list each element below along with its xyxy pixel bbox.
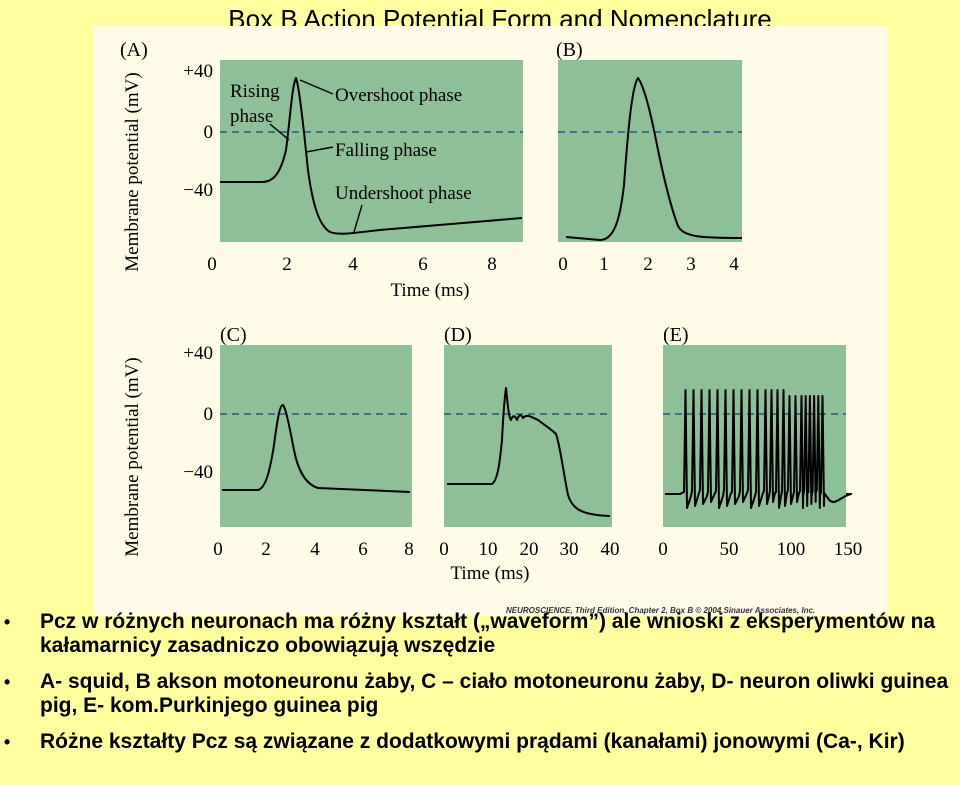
x-tick-label: 1 [599,254,609,275]
trace-panel-b [565,77,743,241]
annotation-rising-phase: phase [230,106,273,127]
figure-credit: NEUROSCIENCE, Third Edition, Chapter 2, … [506,606,816,615]
y-tick-label: 0 [204,122,214,143]
bullet-dot-icon: • [4,672,11,692]
x-tick-label: 2 [261,539,271,560]
x-tick-label: 6 [418,254,428,275]
panel-a-background [220,60,523,242]
x-tick-label: 40 [601,539,620,560]
trace-panel-e [665,389,853,509]
annotation-pointer-falling [305,146,334,153]
y-tick-label: −40 [183,180,213,201]
x-tick-label: 20 [520,539,539,560]
x-tick-label: 50 [720,539,739,560]
panel-b-background [558,60,742,242]
y-axis-label: Membrane potential (mV) [122,72,143,271]
annotation-falling-phase: Falling phase [335,140,437,161]
y-axis-label: Membrane potential (mV) [122,357,143,556]
panel-label: (B) [556,39,583,61]
x-tick-label: 4 [348,254,358,275]
y-tick-label: −40 [183,462,213,483]
x-tick-label: 6 [358,539,368,560]
x-tick-label: 2 [643,254,653,275]
panel-c-background [220,345,412,527]
x-tick-label: 0 [658,539,668,560]
x-tick-label: 100 [777,539,806,560]
panel-d-background [444,345,612,527]
panel-label: (C) [220,324,247,346]
annotation-rising-phase: Rising [230,81,280,102]
x-tick-label: 8 [404,539,414,560]
annotation-overshoot-phase: Overshoot phase [335,85,462,106]
y-tick-label: +40 [183,343,213,364]
x-tick-label: 2 [282,254,292,275]
bullet-text: A- squid, B akson motoneuronu żaby, C – … [40,670,949,717]
bullet-text: Różne kształty Pcz są związane z dodatko… [40,730,905,753]
bullet-dot-icon: • [4,612,11,632]
y-tick-label: 0 [204,404,214,425]
annotation-undershoot-phase: Undershoot phase [335,183,472,204]
x-tick-label: 10 [479,539,498,560]
x-tick-label: 150 [834,539,863,560]
x-tick-label: 4 [729,254,739,275]
panel-label: (A) [120,39,148,61]
x-tick-label: 0 [439,539,449,560]
annotation-pointer-rising [269,123,290,141]
x-tick-label: 0 [207,254,217,275]
x-axis-label: Time (ms) [390,280,469,301]
x-tick-label: 4 [310,539,320,560]
x-tick-label: 30 [560,539,579,560]
annotation-pointer-overshoot [299,79,334,95]
x-tick-label: 8 [487,254,497,275]
panel-label: (E) [663,324,689,346]
trace-panel-d [447,387,611,517]
bullet-dot-icon: • [4,732,11,752]
x-tick-label: 3 [686,254,696,275]
panel-label: (D) [444,324,472,346]
bullet-text: Pcz w różnych neuronach ma różny kształt… [40,610,936,657]
annotation-pointer-undershoot [353,204,363,233]
x-axis-label: Time (ms) [450,563,529,584]
y-tick-label: +40 [183,61,213,82]
x-tick-label: 0 [558,254,568,275]
trace-panel-c [222,404,411,493]
trace-panel-a [220,77,523,235]
x-tick-label: 0 [213,539,223,560]
